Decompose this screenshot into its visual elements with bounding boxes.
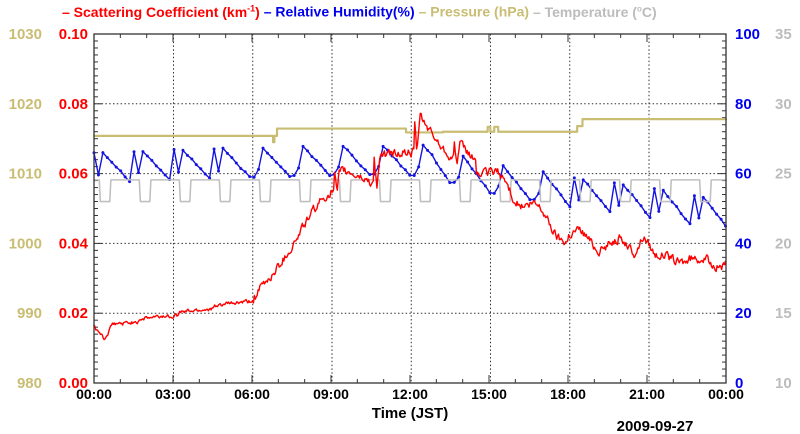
svg-text:09:00: 09:00 <box>313 386 349 402</box>
svg-text:80: 80 <box>735 96 752 113</box>
svg-text:1010: 1010 <box>9 166 42 183</box>
svg-text:2009-09-27: 2009-09-27 <box>617 418 694 434</box>
svg-text:20: 20 <box>775 235 792 252</box>
svg-text:00:00: 00:00 <box>708 386 744 402</box>
svg-text:00:00: 00:00 <box>76 386 112 402</box>
svg-text:1000: 1000 <box>9 235 42 252</box>
svg-text:60: 60 <box>735 166 752 183</box>
svg-text:1030: 1030 <box>9 26 42 43</box>
svg-text:15:00: 15:00 <box>471 386 507 402</box>
svg-text:15: 15 <box>775 305 792 322</box>
svg-text:0.06: 0.06 <box>59 166 88 183</box>
svg-text:03:00: 03:00 <box>155 386 191 402</box>
svg-text:100: 100 <box>735 26 760 43</box>
svg-text:18:00: 18:00 <box>550 386 586 402</box>
svg-text:Time (JST): Time (JST) <box>372 405 448 422</box>
svg-text:990: 990 <box>17 305 42 322</box>
svg-text:1020: 1020 <box>9 96 42 113</box>
svg-text:20: 20 <box>735 305 752 322</box>
svg-text:06:00: 06:00 <box>234 386 270 402</box>
svg-text:980: 980 <box>17 375 42 392</box>
svg-text:0.04: 0.04 <box>59 235 89 252</box>
svg-text:12:00: 12:00 <box>392 386 428 402</box>
svg-text:40: 40 <box>735 235 752 252</box>
svg-text:0.10: 0.10 <box>59 26 88 43</box>
svg-text:35: 35 <box>775 26 792 43</box>
svg-text:30: 30 <box>775 96 792 113</box>
svg-text:25: 25 <box>775 166 792 183</box>
svg-text:0.08: 0.08 <box>59 96 88 113</box>
svg-text:21:00: 21:00 <box>629 386 665 402</box>
svg-text:10: 10 <box>775 375 792 392</box>
svg-text:0.02: 0.02 <box>59 305 88 322</box>
